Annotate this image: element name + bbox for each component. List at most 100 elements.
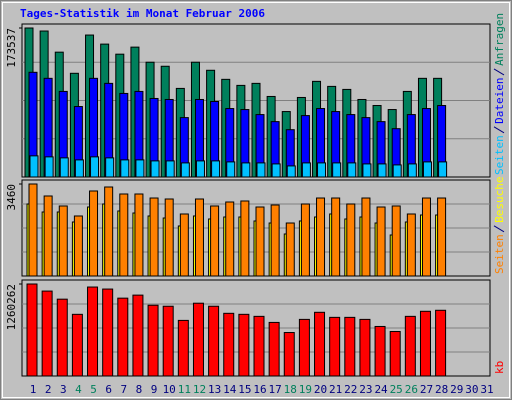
bar [43,195,53,277]
bar [344,316,356,377]
bar [391,205,401,277]
bar [120,159,130,178]
x-tick-label: 12 [193,383,206,396]
legend-separator [493,126,505,134]
bar [225,201,235,277]
chart-title: Tages-Statistik im Monat Februar 2006 [20,7,265,20]
y-tick-label: 3460 [5,184,18,211]
bar [346,203,356,277]
x-tick-label: 10 [163,383,176,396]
bar [41,290,53,377]
bar [374,325,386,377]
bar [162,305,174,377]
x-tick-label: 21 [329,383,342,396]
bar [192,302,204,377]
x-tick-label: 25 [390,383,403,396]
bar [117,297,129,377]
bar [58,205,68,277]
bar [332,162,342,178]
bar [29,155,39,178]
bar [210,205,220,277]
x-tick-label: 24 [374,383,388,396]
bar [134,193,144,277]
bar [329,316,341,377]
x-tick-label: 29 [450,383,463,396]
bar [74,159,84,178]
bar [208,305,220,377]
bar [256,162,266,178]
bar [164,198,174,277]
bar [286,165,296,178]
bar [104,186,114,277]
legend: Seiten Besuche [493,176,506,274]
x-tick-label: 9 [151,383,158,396]
bar [376,206,386,277]
bar [179,213,189,277]
bar [255,206,265,277]
bar [149,197,159,277]
legend-entry: Besuche [493,176,506,222]
bar [223,312,235,377]
x-tick-label: 19 [299,383,312,396]
bar [59,157,69,178]
bar [26,283,38,377]
x-tick-label: 1 [30,383,37,396]
bar [253,315,265,377]
bar [119,193,129,277]
legend-entry: kb [493,361,506,374]
bar [240,200,250,277]
bar [105,157,115,178]
bar [422,161,432,178]
bar [102,288,114,377]
x-tick-label: 11 [178,383,191,396]
x-tick-label: 7 [120,383,127,396]
bar [301,162,311,178]
x-tick-label: 27 [420,383,433,396]
x-tick-label: 26 [405,383,418,396]
bar [392,164,402,178]
bar [90,156,100,178]
bar [316,197,326,277]
x-tick-label: 15 [238,383,251,396]
legend-separator [493,225,505,233]
x-tick-label: 13 [208,383,221,396]
y-tick-label: 1260262 [5,284,18,330]
bar [241,162,251,178]
bar [135,159,145,178]
bar [359,318,371,377]
x-tick-label: 31 [480,383,493,396]
bar [437,197,447,277]
legend-entry: Seiten [493,135,506,175]
bar [285,222,295,277]
x-tick-label: 16 [253,383,266,396]
bar [389,331,401,377]
bar [438,161,448,178]
bar [194,198,204,277]
bar [177,319,189,377]
x-tick-label: 3 [60,383,67,396]
bar [44,156,54,178]
x-tick-label: 14 [223,383,237,396]
bar [180,162,190,178]
bar [404,315,416,377]
bar [195,160,205,178]
x-tick-label: 17 [269,383,282,396]
bar [271,163,281,178]
bar [317,162,327,178]
bar [89,190,99,277]
bar [361,197,371,277]
bar [435,309,447,377]
x-tick-label: 28 [435,383,448,396]
bar [300,203,310,277]
bar [419,310,431,377]
x-tick-label: 18 [284,383,297,396]
y-tick-label: 173537 [5,28,18,68]
bar [56,298,68,377]
x-tick-label: 5 [90,383,97,396]
bar [347,162,357,178]
legend-separator [493,68,505,76]
x-tick-label: 30 [465,383,478,396]
